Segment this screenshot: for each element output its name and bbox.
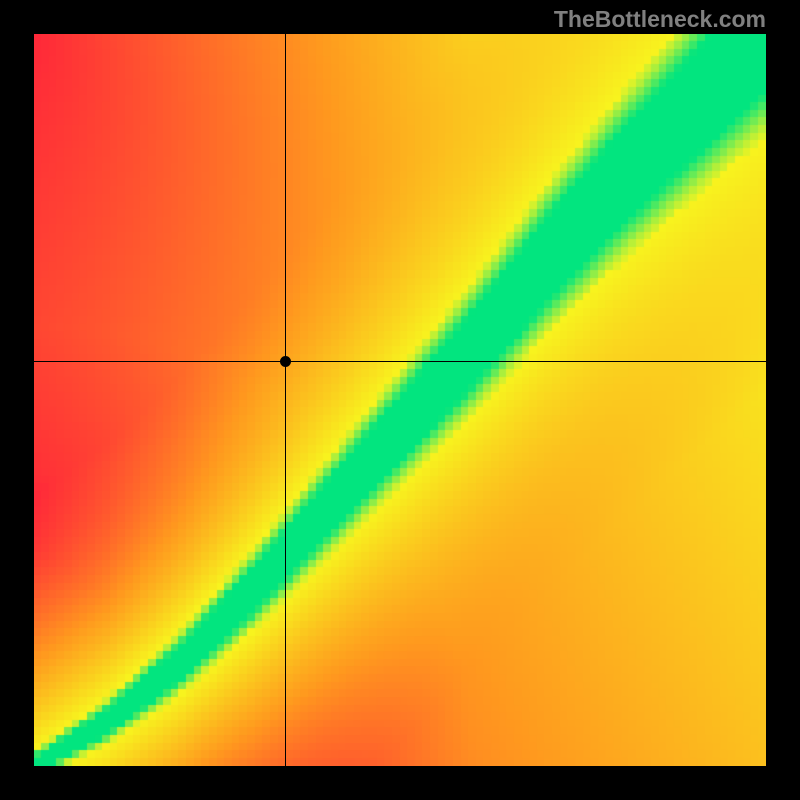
crosshair-horizontal <box>34 361 766 362</box>
watermark-text: TheBottleneck.com <box>554 6 766 33</box>
crosshair-vertical <box>285 34 286 766</box>
data-point-marker <box>280 356 291 367</box>
bottleneck-heatmap <box>34 34 766 766</box>
